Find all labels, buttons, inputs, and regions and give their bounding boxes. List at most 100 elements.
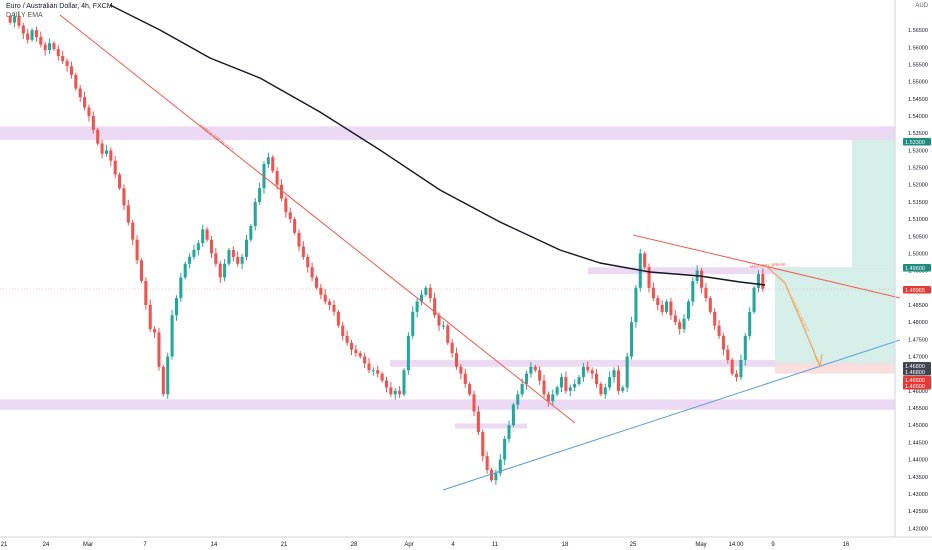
candle [415,298,419,318]
candle-body [345,335,349,343]
candle-body [170,315,174,357]
price-tick-label: 1.42500 [908,509,928,515]
candle [726,345,730,364]
candle [61,50,65,64]
candle [39,31,43,48]
candle [419,290,424,306]
candle-body [34,30,38,38]
candle [612,367,616,383]
candle-body [424,287,428,295]
candle-body [306,256,310,268]
candle [205,227,209,242]
candle [743,332,747,366]
candle-body [595,373,599,384]
price-label-text: 1.46800 [905,370,925,376]
candle [586,361,590,374]
candle-body [288,212,292,220]
candle [433,292,437,319]
candle [21,22,25,40]
candle [616,365,620,395]
candles-layer [8,10,765,485]
zones-layer [0,126,895,429]
price-tick-label: 1.50000 [908,251,928,257]
candle-body [297,232,301,247]
candle-body [726,349,730,360]
chart-header: Euro / Australian Dollar, 4h, FXCM DAILY… [6,2,113,20]
candle-body [113,160,117,175]
candle-body [21,25,25,34]
price-label-box [903,362,931,370]
candle [153,326,157,338]
candle [166,352,170,399]
candle-body [126,205,130,223]
candle [87,104,91,122]
candle-body [179,277,183,299]
candle [568,384,572,397]
candle [402,368,406,397]
candle [363,352,367,369]
candle [236,251,240,267]
candle-body [209,239,214,254]
candle-body [494,473,498,481]
candle-body [188,256,192,264]
resistance-zone [0,126,895,141]
indicator-label: DAILY EMA [6,12,43,19]
candle-body [721,335,725,350]
candle-body [568,387,572,391]
candle-body [96,129,100,144]
candle [542,375,546,398]
candle-body [104,150,108,154]
price-tick-label: 1.47500 [908,337,928,343]
candle-body [612,370,616,378]
candle-body [336,311,340,326]
candle [323,289,327,305]
candle [673,309,677,326]
candle [686,299,690,321]
candle-body [603,387,607,395]
symbol-title: Euro / Australian Dollar, 4h, FXCM [6,3,113,10]
price-label-text: 1.49600 [905,266,925,272]
candle-body [161,366,165,395]
candle-body [13,16,17,23]
candle-body [433,298,437,316]
candle [581,363,585,382]
candle [188,253,192,269]
time-tick-label: 28 [351,542,358,548]
candle-body [559,377,564,388]
candle-body [686,301,690,319]
candle [538,366,542,386]
candle-body [621,387,625,391]
candle-body [717,325,721,336]
candle [17,10,21,29]
time-tick-label: 16 [843,542,850,548]
price-tick-label: 1.52500 [908,166,928,172]
candle-body [249,225,253,240]
candle [183,261,187,280]
candle [704,283,708,302]
candle [446,323,450,345]
candle-body [174,298,178,316]
candle [13,12,17,28]
candle [288,207,292,223]
candle [656,295,660,311]
price-tick-label: 1.44500 [908,440,928,446]
candle [647,263,651,293]
candle-body [266,157,270,165]
candle [551,389,555,405]
candle-body [630,322,634,357]
candle-body [192,250,196,257]
candle [459,363,463,380]
candle-body [83,97,87,108]
candle [454,347,459,370]
candle [69,61,73,79]
candle [43,41,47,56]
candle [227,247,231,266]
ema-layer [109,4,766,286]
candle-body [437,315,441,326]
candle [721,332,725,356]
candle [678,319,682,335]
candle-body [258,188,262,202]
candle [275,167,279,190]
candle-body [454,353,459,367]
